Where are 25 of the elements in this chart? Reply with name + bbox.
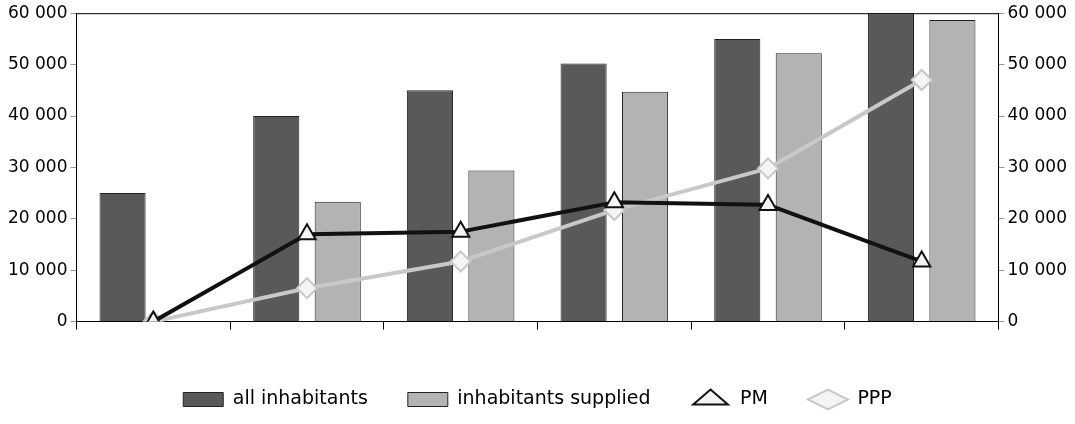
- y-tick-label: 0: [56, 310, 68, 331]
- point: [297, 223, 317, 241]
- legend-label: all inhabitants: [232, 386, 368, 409]
- point: [910, 69, 933, 92]
- y-tick-label: 50 000: [8, 53, 68, 74]
- y2-tick-label: 0: [1007, 310, 1019, 331]
- y-tick-label: 40 000: [8, 104, 68, 125]
- y2-tick-label: 60 000: [1007, 1, 1067, 22]
- y-tick-label: 20 000: [8, 207, 68, 228]
- y2-tick-label: 10 000: [1007, 258, 1067, 279]
- y2-tick-label: 30 000: [1007, 155, 1067, 176]
- y-tick-label: 60 000: [8, 1, 68, 22]
- point: [758, 193, 778, 211]
- y2-tick-label: 40 000: [1007, 104, 1067, 125]
- y-tick-label: 10 000: [8, 258, 68, 279]
- point: [604, 191, 624, 209]
- y2-tick-label: 50 000: [1007, 53, 1067, 74]
- point: [757, 157, 780, 180]
- legend-label: inhabitants supplied: [457, 386, 651, 409]
- point: [451, 220, 471, 238]
- y-tick-label: 30 000: [8, 155, 68, 176]
- point: [912, 250, 932, 268]
- legend-label: PM: [740, 386, 768, 409]
- y2-tick-label: 20 000: [1007, 207, 1067, 228]
- legend-label: PPP: [857, 386, 892, 409]
